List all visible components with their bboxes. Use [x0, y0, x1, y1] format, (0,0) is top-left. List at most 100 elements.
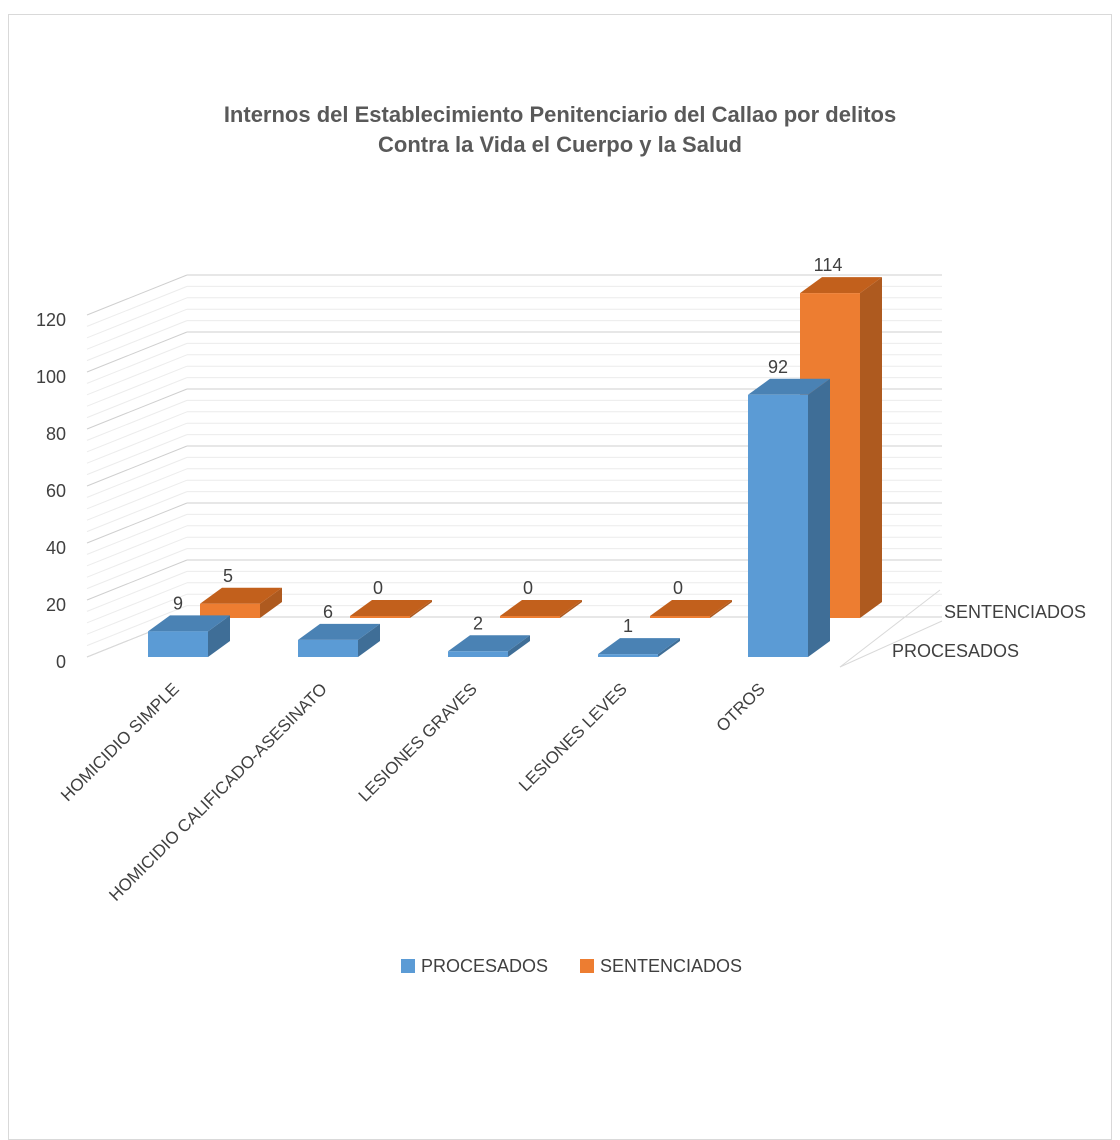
data-label: 2	[473, 613, 483, 633]
bar-sentenciados-lesiones-leves: 0	[650, 578, 732, 618]
bar-side	[560, 600, 582, 618]
bar-side	[860, 277, 882, 618]
legend-item-sentenciados: SENTENCIADOS	[580, 956, 742, 976]
y-tick-label: 100	[36, 367, 66, 387]
legend-item-procesados: PROCESADOS	[401, 956, 548, 976]
depth-label-procesados: PROCESADOS	[892, 641, 1019, 661]
bars: 5 0 0 0 114 9 6 2 1 92	[148, 255, 882, 657]
y-tick-label: 120	[36, 310, 66, 330]
gridline-side	[86, 479, 188, 521]
legend-label: SENTENCIADOS	[600, 956, 742, 976]
legend-swatch	[401, 959, 415, 973]
bar-side	[808, 378, 830, 657]
gridline-side	[86, 354, 188, 396]
bar-side	[410, 600, 432, 618]
bar-front	[148, 631, 208, 657]
gridline-side	[86, 570, 188, 612]
y-axis: 0 20 40 60 80 100 120	[36, 310, 66, 672]
legend: PROCESADOS SENTENCIADOS	[401, 956, 742, 976]
gridline-side	[86, 285, 188, 327]
bar-front	[298, 639, 358, 657]
bar-procesados-lesiones-leves: 1	[598, 616, 680, 657]
bar-procesados-lesiones-graves: 2	[448, 613, 530, 657]
x-tick-label: HOMICIDIO SIMPLE	[57, 679, 183, 805]
y-tick-label: 40	[46, 538, 66, 558]
gridline-side	[86, 377, 188, 419]
floor-edge-right-back	[839, 620, 943, 668]
data-label: 1	[623, 616, 633, 636]
bar-front	[748, 394, 808, 657]
gridline-side	[86, 502, 188, 544]
depth-label-sentenciados: SENTENCIADOS	[944, 602, 1086, 622]
bar-front	[448, 651, 508, 657]
data-label: 114	[814, 255, 843, 275]
x-tick-label: LESIONES GRAVES	[355, 679, 481, 805]
bar-front	[350, 616, 410, 618]
gridline-side	[86, 411, 188, 453]
data-label: 6	[323, 602, 333, 622]
bar-procesados-homicidio-simple: 9	[148, 593, 230, 657]
gridline-side	[86, 525, 188, 567]
gridline-side	[86, 456, 188, 498]
y-tick-label: 20	[46, 595, 66, 615]
bar-top	[800, 277, 882, 294]
bar-side	[208, 615, 230, 657]
bar-top	[650, 600, 732, 616]
gridline-side	[86, 331, 188, 373]
bar-top	[350, 600, 432, 616]
bar-top	[298, 623, 380, 640]
gridline-side	[86, 297, 188, 339]
gridline-side	[86, 559, 188, 601]
y-tick-label: 0	[56, 652, 66, 672]
bar-front	[650, 616, 710, 618]
bar-side	[508, 635, 530, 657]
legend-label: PROCESADOS	[421, 956, 548, 976]
chart-title: Internos del Establecimiento Penitenciar…	[0, 100, 1120, 160]
bar-top	[598, 638, 680, 655]
y-tick-label: 80	[46, 424, 66, 444]
gridline-side	[86, 468, 188, 510]
data-label: 0	[673, 578, 683, 598]
bar-top	[500, 600, 582, 616]
gridline-side	[86, 513, 188, 555]
gridline-side	[86, 308, 188, 350]
gridline-side	[86, 605, 188, 647]
gridline-side	[86, 536, 188, 578]
bar-sentenciados-homicidio-calificado-asesinato: 0	[350, 578, 432, 618]
data-label: 92	[768, 357, 788, 377]
chart-frame	[8, 14, 1112, 1140]
bar-top	[448, 635, 530, 652]
bar-front	[598, 654, 658, 657]
bar-side	[358, 623, 380, 657]
gridline-side	[86, 399, 188, 441]
gridline-side	[86, 548, 188, 590]
bar-top	[148, 615, 230, 632]
bar-side	[710, 600, 732, 618]
bar-procesados-homicidio-calificado-asesinato: 6	[298, 602, 380, 657]
bar-side	[658, 638, 680, 657]
bar-procesados-otros: 92	[748, 357, 830, 657]
gridline-side	[86, 491, 188, 533]
bar-top	[748, 378, 830, 395]
gridline-side	[86, 320, 188, 362]
bar-sentenciados-lesiones-graves: 0	[500, 578, 582, 618]
gridline-side	[86, 365, 188, 407]
bar-sentenciados-homicidio-simple: 5	[200, 566, 282, 618]
data-label: 9	[173, 593, 183, 613]
depth-axis: SENTENCIADOS PROCESADOS	[892, 602, 1086, 661]
data-label: 0	[523, 578, 533, 598]
bar-side	[260, 587, 282, 618]
x-tick-label: LESIONES LEVES	[515, 679, 631, 795]
data-label: 5	[223, 566, 233, 586]
gridline-side	[86, 422, 188, 464]
floor-edge-right	[839, 589, 941, 668]
bar-front	[200, 603, 260, 618]
chart-title-line-2: Contra la Vida el Cuerpo y la Salud	[378, 132, 742, 157]
y-tick-label: 60	[46, 481, 66, 501]
gridline-side	[86, 582, 188, 624]
x-tick-label: OTROS	[713, 679, 769, 735]
gridline-side	[86, 593, 188, 635]
gridline-side	[86, 274, 188, 316]
